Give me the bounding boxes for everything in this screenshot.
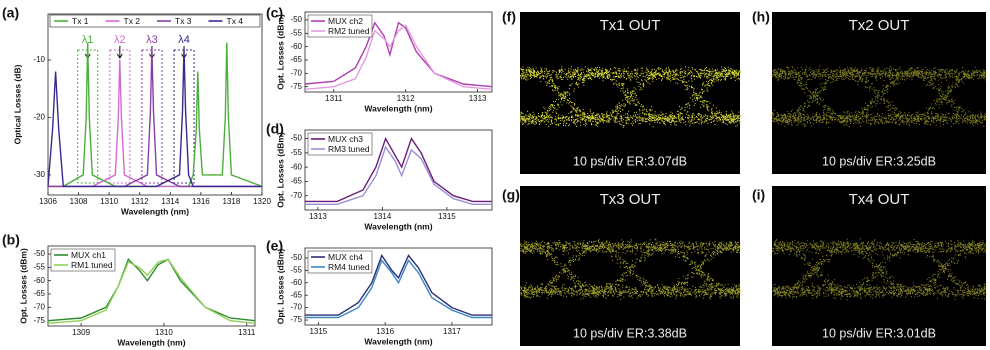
x-axis-label: Wavelength (nm) <box>117 337 185 347</box>
y-tick-label: -55 <box>290 28 302 37</box>
panel-label: (h) <box>752 9 770 25</box>
panel-label: (e) <box>266 238 283 254</box>
y-tick-label: -65 <box>290 290 302 299</box>
panel-label: (d) <box>266 121 284 137</box>
x-tick-label: 1318 <box>223 197 241 206</box>
eye-title: Tx3 OUT <box>600 191 661 208</box>
x-tick-label: 1312 <box>131 197 149 206</box>
x-tick-label: 1313 <box>469 94 487 103</box>
y-tick-label: -70 <box>290 68 302 77</box>
channel-label: λ4 <box>178 34 190 46</box>
y-tick-label: -50 <box>33 249 45 258</box>
x-tick-label: 1317 <box>443 327 461 336</box>
y-axis-label: Opt. Losses (dBm) <box>18 248 28 324</box>
eye-title: Tx1 OUT <box>600 17 661 34</box>
channel-label: λ3 <box>146 34 158 46</box>
y-tick-label: -65 <box>290 177 302 186</box>
y-tick-label: -65 <box>290 55 302 64</box>
y-tick-label: -50 <box>290 134 302 143</box>
x-tick-label: 1312 <box>397 94 415 103</box>
x-tick-label: 1314 <box>373 212 391 221</box>
y-tick-label: -75 <box>33 316 45 325</box>
panel-label: (i) <box>752 187 765 203</box>
y-tick-label: -55 <box>290 265 302 274</box>
panel-label: (a) <box>2 5 19 21</box>
eye-title: Tx4 OUT <box>849 191 910 208</box>
x-tick-label: 1314 <box>161 197 179 206</box>
x-tick-label: 1315 <box>438 212 456 221</box>
y-axis-label: Opt. Losses (dBm) <box>275 249 285 325</box>
eye-screen <box>772 12 986 174</box>
x-tick-label: 1308 <box>70 197 88 206</box>
eye-caption: 10 ps/div ER:3.25dB <box>822 154 936 168</box>
x-tick-label: 1311 <box>325 94 343 103</box>
y-tick-label: -20 <box>33 113 45 122</box>
eye-caption: 10 ps/div ER:3.38dB <box>573 326 687 340</box>
x-tick-label: 1309 <box>72 328 90 337</box>
y-tick-label: -75 <box>290 82 302 91</box>
x-tick-label: 1315 <box>309 327 327 336</box>
legend-label: Tx 4 <box>227 16 244 26</box>
legend-label: MUX ch3 <box>328 134 363 144</box>
legend-label: MUX ch1 <box>71 250 106 260</box>
channel-label: λ2 <box>114 34 126 46</box>
series-line <box>305 147 492 204</box>
x-tick-label: 1311 <box>238 328 256 337</box>
legend-label: RM3 tuned <box>328 144 370 154</box>
x-tick-label: 1310 <box>100 197 118 206</box>
x-tick-label: 1320 <box>253 197 271 206</box>
series-line <box>48 60 262 186</box>
y-tick-label: -75 <box>290 315 302 324</box>
eye-screen <box>520 186 740 346</box>
panel-label: (c) <box>266 5 283 21</box>
series-line <box>48 49 262 187</box>
eye-screen <box>520 12 740 174</box>
y-tick-label: -50 <box>290 15 302 24</box>
legend-label: Tx 2 <box>124 16 141 26</box>
legend-label: Tx 1 <box>72 16 89 26</box>
legend-label: Tx 3 <box>175 16 192 26</box>
x-tick-label: 1316 <box>192 197 210 206</box>
x-axis-label: Wavelength (nm) <box>364 221 432 231</box>
y-axis-label: Optical Losses (dB) <box>12 64 22 144</box>
y-tick-label: -30 <box>33 170 45 179</box>
panel-label: (b) <box>2 232 20 248</box>
y-tick-label: -55 <box>33 262 45 271</box>
series-line <box>48 43 262 187</box>
y-tick-label: -50 <box>290 253 302 262</box>
legend-label: RM1 tuned <box>71 260 113 270</box>
x-tick-label: 1310 <box>155 328 173 337</box>
legend-label: RM4 tuned <box>328 262 370 272</box>
y-tick-label: -65 <box>33 289 45 298</box>
y-tick-label: -60 <box>290 162 302 171</box>
series-line <box>48 49 262 187</box>
eye-caption: 10 ps/div ER:3.07dB <box>573 154 687 168</box>
y-tick-label: -60 <box>33 276 45 285</box>
y-tick-label: -70 <box>290 191 302 200</box>
figure: 1306 1308 1310 1312 1314 1316 1318 1320 -30 -20 -1… <box>0 0 990 350</box>
x-axis-label: Wavelength (nm) <box>364 103 432 113</box>
y-axis-label: Opt. Losses (dBm) <box>275 132 285 208</box>
y-tick-label: -60 <box>290 278 302 287</box>
panel-label: (g) <box>502 187 520 203</box>
x-tick-label: 1316 <box>376 327 394 336</box>
y-tick-label: -55 <box>290 148 302 157</box>
y-tick-label: -10 <box>33 55 45 64</box>
legend-label: MUX ch2 <box>328 16 363 26</box>
eye-caption: 10 ps/div ER:3.01dB <box>822 326 936 340</box>
x-axis-label: Wavelength (nm) <box>364 336 432 346</box>
y-axis-label: Opt. Losses (dBm) <box>275 14 285 90</box>
y-tick-label: -70 <box>290 303 302 312</box>
x-axis-label: Wavelength (nm) <box>121 206 189 216</box>
y-tick-label: -70 <box>33 302 45 311</box>
eye-title: Tx2 OUT <box>849 17 910 34</box>
panel-label: (f) <box>502 9 516 25</box>
y-tick-label: -60 <box>290 42 302 51</box>
x-tick-label: 1313 <box>309 212 327 221</box>
legend-label: RM2 tuned <box>328 26 370 36</box>
legend-label: MUX ch4 <box>328 252 363 262</box>
x-tick-label: 1306 <box>39 197 57 206</box>
channel-arrow <box>117 46 122 58</box>
